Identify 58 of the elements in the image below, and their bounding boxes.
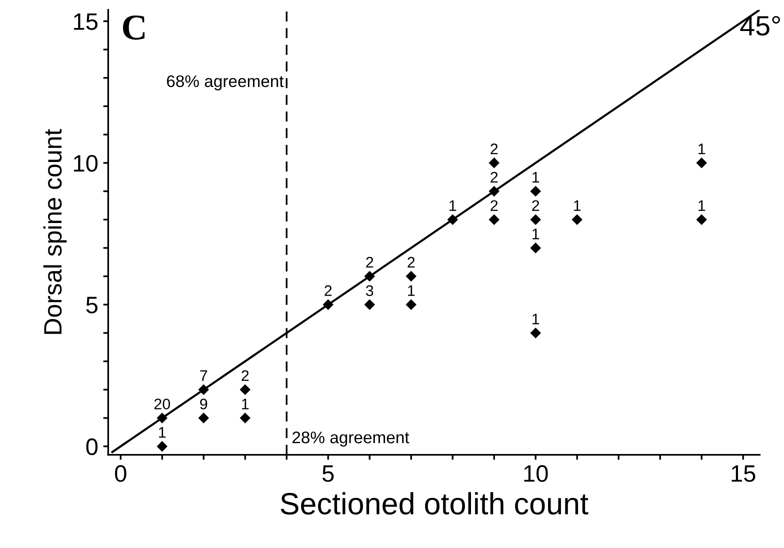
annotation: 7	[200, 370, 208, 381]
point	[488, 214, 500, 225]
annotation: 2	[490, 200, 498, 211]
y-tick-label: 10	[74, 154, 98, 172]
annotation: 45°	[740, 16, 780, 36]
x-tick-label: 15	[732, 465, 756, 482]
point	[696, 158, 707, 168]
annotation: 1	[574, 200, 581, 211]
annotation: 1	[532, 172, 540, 183]
annotation: 20	[154, 398, 170, 410]
annotation: 1	[450, 200, 456, 211]
annotation: 1	[408, 285, 415, 296]
point	[240, 384, 251, 396]
point	[447, 214, 458, 225]
annotation: 2	[490, 144, 498, 154]
annotation: 1	[242, 398, 249, 410]
point	[530, 186, 541, 197]
y-tick-label: 15	[74, 14, 98, 30]
annotation: 2	[324, 285, 332, 296]
x-axis-title: Sectioned otolith count	[280, 492, 588, 515]
point	[530, 214, 541, 225]
point	[198, 412, 210, 424]
point	[364, 270, 376, 282]
y-tick-label: 0	[86, 438, 98, 456]
point	[406, 299, 416, 310]
annotation: 2	[408, 256, 415, 268]
annotation: 1	[532, 314, 540, 324]
annotation: 2	[532, 200, 540, 211]
point	[198, 384, 210, 396]
x-tick-label: 5	[322, 465, 334, 482]
chart-title: C	[122, 15, 145, 40]
point	[530, 328, 541, 338]
point	[488, 158, 500, 168]
annotation: 2	[366, 256, 374, 268]
annotation: 3	[366, 285, 374, 296]
annotation: 9	[200, 398, 208, 410]
point	[322, 299, 334, 310]
y-tick-label: 5	[86, 296, 98, 314]
point	[156, 440, 168, 452]
point	[406, 270, 416, 282]
point	[364, 299, 376, 310]
point	[696, 214, 707, 225]
annotation: 1	[698, 200, 706, 211]
annotation: 1	[532, 228, 540, 240]
x-tick-label: 0	[115, 465, 126, 482]
annotation: 2	[242, 370, 249, 381]
annotation: 2	[490, 172, 498, 183]
point	[156, 412, 168, 424]
point	[530, 242, 541, 254]
annotation: 68% agreement	[166, 75, 284, 90]
annotation: 28% agreement	[292, 432, 410, 447]
annotation: 1	[159, 427, 166, 438]
x-tick-label: 10	[524, 465, 548, 482]
point	[572, 214, 582, 225]
point	[488, 186, 500, 197]
annotation: 1	[698, 144, 706, 154]
point	[240, 412, 251, 424]
y-axis-title: Dorsal spine count	[43, 129, 67, 334]
